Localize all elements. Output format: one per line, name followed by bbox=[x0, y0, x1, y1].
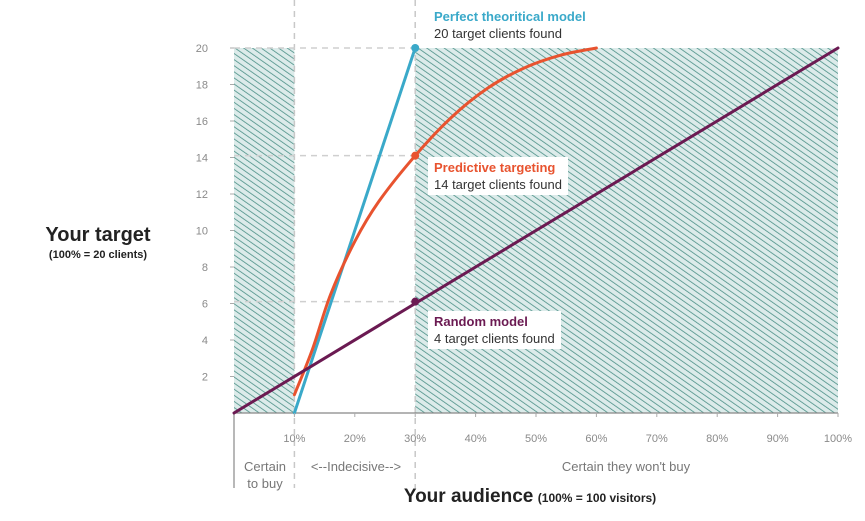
y-tick-label-20: 20 bbox=[196, 43, 208, 55]
annotation-random-title: Random model bbox=[434, 314, 528, 329]
x-tick-label-1: 10% bbox=[283, 433, 305, 445]
y-axis-note: (100% = 20 clients) bbox=[48, 249, 148, 261]
x-tick-label-7: 70% bbox=[646, 433, 668, 445]
x-axis-title: Your audience (100% = 100 visitors) bbox=[300, 486, 760, 508]
y-tick-label-18: 18 bbox=[196, 80, 208, 92]
x-tick-label-8: 80% bbox=[706, 433, 728, 445]
y-tick-label-2: 2 bbox=[202, 372, 208, 384]
annotation-predictive-detail: 14 target clients found bbox=[434, 177, 562, 192]
y-tick-label-14: 14 bbox=[196, 153, 208, 165]
annotation-predictive-title: Predictive targeting bbox=[434, 160, 556, 175]
series-markers bbox=[411, 44, 420, 306]
axes bbox=[233, 412, 838, 488]
x-tick-label-2: 20% bbox=[344, 433, 366, 445]
marker-perfect bbox=[411, 44, 420, 52]
y-tick-label-8: 8 bbox=[202, 262, 208, 274]
x-tick-label-10: 100% bbox=[824, 433, 852, 445]
zone-certain-wont-buy-label: Certain they won't buy bbox=[561, 459, 691, 474]
y-tick-label-6: 6 bbox=[202, 299, 208, 311]
annotation-random-model: Random model 4 target clients found bbox=[428, 311, 561, 349]
zone-certain-to-buy-line2: to buy bbox=[247, 476, 283, 491]
zone-certain-to-buy-line1: Certain bbox=[244, 459, 286, 474]
annotation-random-detail: 4 target clients found bbox=[434, 331, 555, 346]
annotation-perfect-title: Perfect theoritical model bbox=[434, 9, 586, 24]
series-line-perfect bbox=[292, 46, 417, 415]
y-axis-title: Your target (100% = 20 clients) bbox=[18, 224, 178, 261]
x-tick-label-4: 40% bbox=[465, 433, 487, 445]
reference-lines bbox=[234, 0, 416, 488]
y-tick-label-10: 10 bbox=[196, 226, 208, 238]
zone-certain-to-buy: Certain to buy bbox=[234, 458, 296, 492]
zone-certain-wont-buy: Certain they won't buy bbox=[416, 458, 836, 475]
y-tick-label-16: 16 bbox=[196, 116, 208, 128]
tick-labels: 2 4 6 8 10 12 14 16 18 20 10% 20% 30% 40% 50% 60% 70% 80%… bbox=[196, 43, 853, 445]
hatched-region-0 bbox=[234, 48, 295, 413]
annotation-perfect-model: Perfect theoritical model 20 target clie… bbox=[428, 6, 592, 44]
zone-indecisive-label: <--Indecisive--> bbox=[310, 459, 402, 474]
x-tick-label-3: 30% bbox=[404, 433, 426, 445]
annotation-predictive-targeting: Predictive targeting 14 target clients f… bbox=[428, 157, 568, 195]
annotation-perfect-detail: 20 target clients found bbox=[434, 26, 562, 41]
marker-random bbox=[411, 297, 420, 306]
series-line-random bbox=[232, 46, 840, 415]
x-tick-label-9: 90% bbox=[767, 433, 789, 445]
x-tick-label-6: 60% bbox=[585, 433, 607, 445]
y-axis-label: Your target bbox=[45, 224, 151, 246]
y-tick-label-12: 12 bbox=[196, 189, 208, 201]
marker-predictive bbox=[411, 151, 420, 160]
x-axis-label: Your audience bbox=[403, 486, 534, 507]
x-tick-label-5: 50% bbox=[525, 433, 547, 445]
y-tick-label-4: 4 bbox=[202, 335, 208, 347]
zone-indecisive: <--Indecisive--> bbox=[296, 458, 416, 475]
x-axis-note: (100% = 100 visitors) bbox=[537, 491, 657, 505]
hatched-region-1 bbox=[415, 48, 838, 413]
hatched-regions bbox=[234, 48, 838, 413]
